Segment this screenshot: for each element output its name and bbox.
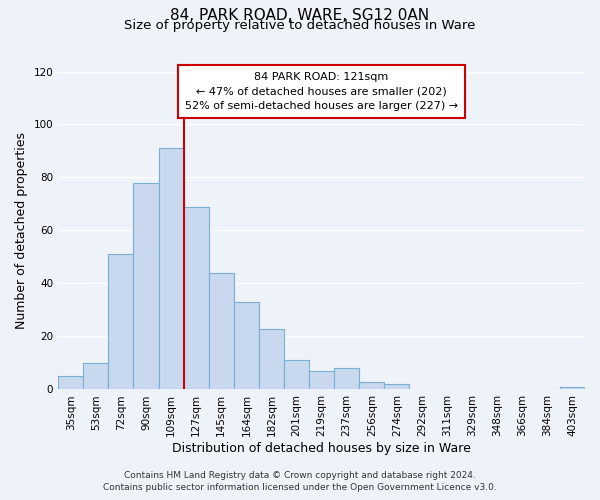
Bar — [234, 302, 259, 390]
Text: Size of property relative to detached houses in Ware: Size of property relative to detached ho… — [124, 19, 476, 32]
Bar — [284, 360, 309, 390]
Text: 84, PARK ROAD, WARE, SG12 0AN: 84, PARK ROAD, WARE, SG12 0AN — [170, 8, 430, 22]
Text: 84 PARK ROAD: 121sqm
← 47% of detached houses are smaller (202)
52% of semi-deta: 84 PARK ROAD: 121sqm ← 47% of detached h… — [185, 72, 458, 111]
Bar — [109, 254, 133, 390]
Bar — [184, 206, 209, 390]
Bar — [309, 371, 334, 390]
Bar — [359, 382, 385, 390]
X-axis label: Distribution of detached houses by size in Ware: Distribution of detached houses by size … — [172, 442, 471, 455]
Bar — [560, 387, 585, 390]
Bar — [83, 363, 109, 390]
Bar — [385, 384, 409, 390]
Bar — [259, 328, 284, 390]
Bar — [133, 183, 158, 390]
Bar — [334, 368, 359, 390]
Text: Contains HM Land Registry data © Crown copyright and database right 2024.
Contai: Contains HM Land Registry data © Crown c… — [103, 471, 497, 492]
Bar — [158, 148, 184, 390]
Y-axis label: Number of detached properties: Number of detached properties — [15, 132, 28, 329]
Bar — [58, 376, 83, 390]
Bar — [209, 273, 234, 390]
